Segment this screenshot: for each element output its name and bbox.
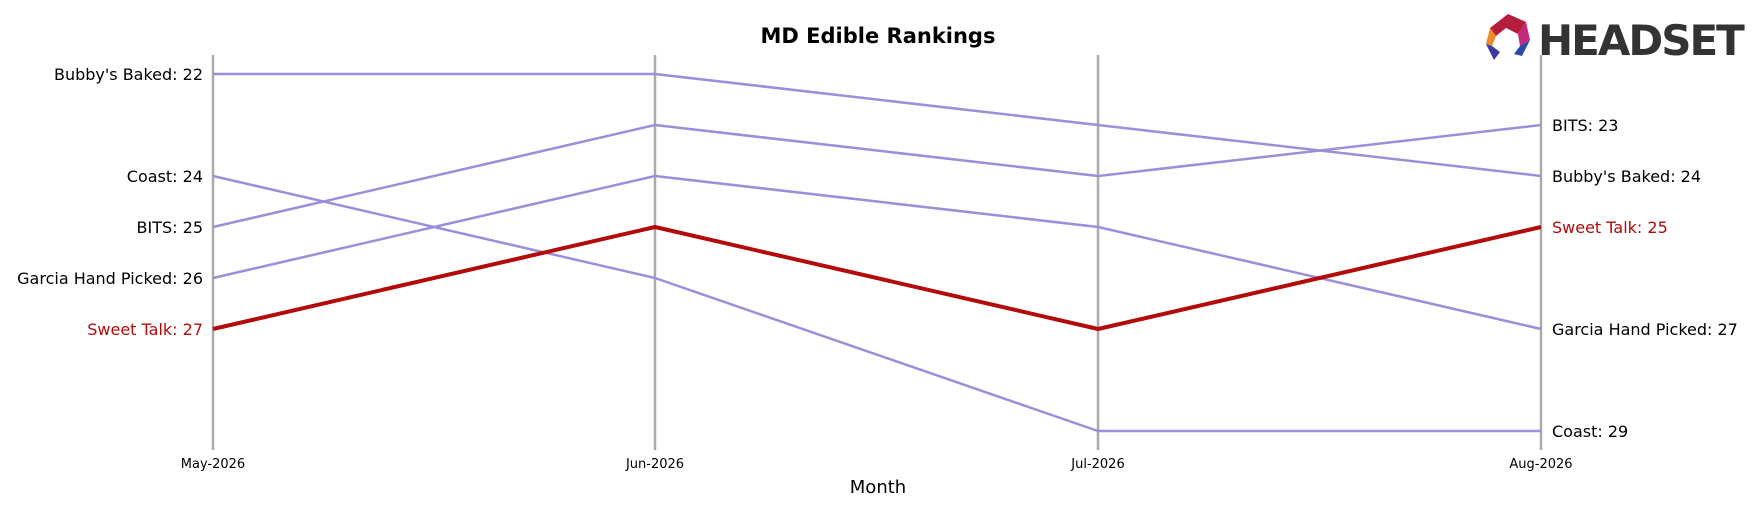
- logo-text: HEADSET: [1538, 16, 1745, 65]
- month-axes: [211, 55, 1543, 450]
- left-series-label: Coast: 24: [127, 167, 203, 186]
- x-tick-label: May-2026: [181, 457, 245, 472]
- right-series-label: Coast: 29: [1552, 422, 1628, 441]
- series-line: [212, 174, 1542, 331]
- right-series-label: Garcia Hand Picked: 27: [1552, 320, 1738, 339]
- right-series-label: Sweet Talk: 25: [1552, 218, 1668, 237]
- series-line: [213, 72, 1542, 178]
- x-tick-label: Aug-2026: [1509, 457, 1572, 472]
- headset-logo-mark-icon: [1486, 14, 1530, 60]
- series-line: [212, 174, 1541, 433]
- x-axis-label: Month: [850, 477, 906, 498]
- chart-title: MD Edible Rankings: [761, 24, 996, 48]
- left-series-label: Bubby's Baked: 22: [54, 65, 203, 84]
- left-series-label: Garcia Hand Picked: 26: [17, 269, 203, 288]
- right-series-label: Bubby's Baked: 24: [1552, 167, 1701, 186]
- x-tick-labels: May-2026 Jun-2026 Jul-2026 Aug-2026: [181, 457, 1573, 472]
- left-labels: Bubby's Baked: 22 Coast: 24 BITS: 25 Garcia…: [17, 65, 203, 339]
- series-lines: [212, 72, 1542, 433]
- right-series-label: BITS: 23: [1552, 116, 1618, 135]
- left-series-label: Sweet Talk: 27: [87, 320, 203, 339]
- x-tick-label: Jul-2026: [1070, 457, 1124, 472]
- left-series-label: BITS: 25: [137, 218, 203, 237]
- headset-logo: HEADSET: [1486, 14, 1747, 65]
- series-line: [212, 123, 1542, 229]
- series-line: [212, 225, 1542, 331]
- x-tick-label: Jun-2026: [625, 457, 684, 472]
- right-labels: BITS: 23 Bubby's Baked: 24 Sweet Talk: 25 G…: [1552, 116, 1738, 441]
